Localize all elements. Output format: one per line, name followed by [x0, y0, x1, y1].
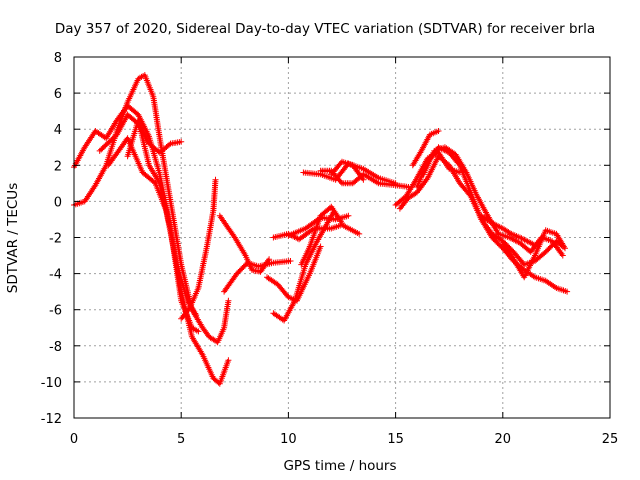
- x-tick-label: 20: [495, 432, 512, 447]
- series-markers: [499, 227, 568, 281]
- series-markers: [478, 212, 541, 250]
- x-tick-label: 0: [70, 432, 78, 447]
- series-arc-16: [328, 158, 367, 183]
- y-tick-label: 0: [54, 195, 62, 210]
- x-tick-label: 25: [602, 432, 619, 447]
- series-markers: [178, 176, 219, 322]
- x-tick-label: 15: [387, 432, 404, 447]
- series-line: [107, 136, 198, 316]
- series-markers: [71, 72, 232, 346]
- x-tick-label: 10: [280, 432, 297, 447]
- y-tick-label: 2: [54, 159, 62, 174]
- series-markers: [317, 167, 412, 190]
- y-tick-label: -6: [49, 304, 62, 319]
- x-tick-label: 5: [177, 432, 185, 447]
- series-markers: [96, 111, 185, 156]
- series-arc-6: [178, 176, 219, 322]
- series-markers: [409, 128, 442, 169]
- series-arc-13: [298, 203, 345, 268]
- series-markers: [105, 135, 200, 319]
- y-tick-label: 6: [54, 87, 62, 102]
- y-axis-label: SDTVAR / TECUs: [5, 183, 21, 293]
- y-tick-label: -8: [49, 340, 62, 355]
- y-tick-label: -4: [49, 268, 62, 283]
- series-markers: [298, 203, 345, 268]
- series-arc-22: [499, 227, 568, 281]
- y-tick-label: -2: [49, 232, 62, 247]
- series-markers: [270, 209, 337, 324]
- axis-ticks: 0 5 10 15 20 25 -12 -10 -8 -6 -4 -2 0 2 4 6 8: [41, 51, 619, 447]
- y-tick-label: -10: [41, 376, 62, 391]
- series-arc-8: [221, 258, 294, 295]
- series-arc-23: [409, 128, 442, 169]
- y-tick-label: 4: [54, 123, 62, 138]
- series-line: [73, 73, 230, 344]
- series-arc-11: [270, 209, 337, 324]
- data-series: [71, 72, 571, 387]
- chart-title: Day 357 of 2020, Sidereal Day-to-day VTE…: [55, 21, 595, 37]
- series-arc-5: [105, 135, 200, 319]
- y-tick-label: 8: [54, 51, 62, 66]
- series-markers: [221, 258, 294, 295]
- series-arc-21: [478, 212, 541, 250]
- series-arc-2: [71, 72, 232, 346]
- x-axis-label: GPS time / hours: [283, 458, 396, 474]
- series-markers: [328, 158, 367, 183]
- y-tick-label: -12: [41, 412, 62, 427]
